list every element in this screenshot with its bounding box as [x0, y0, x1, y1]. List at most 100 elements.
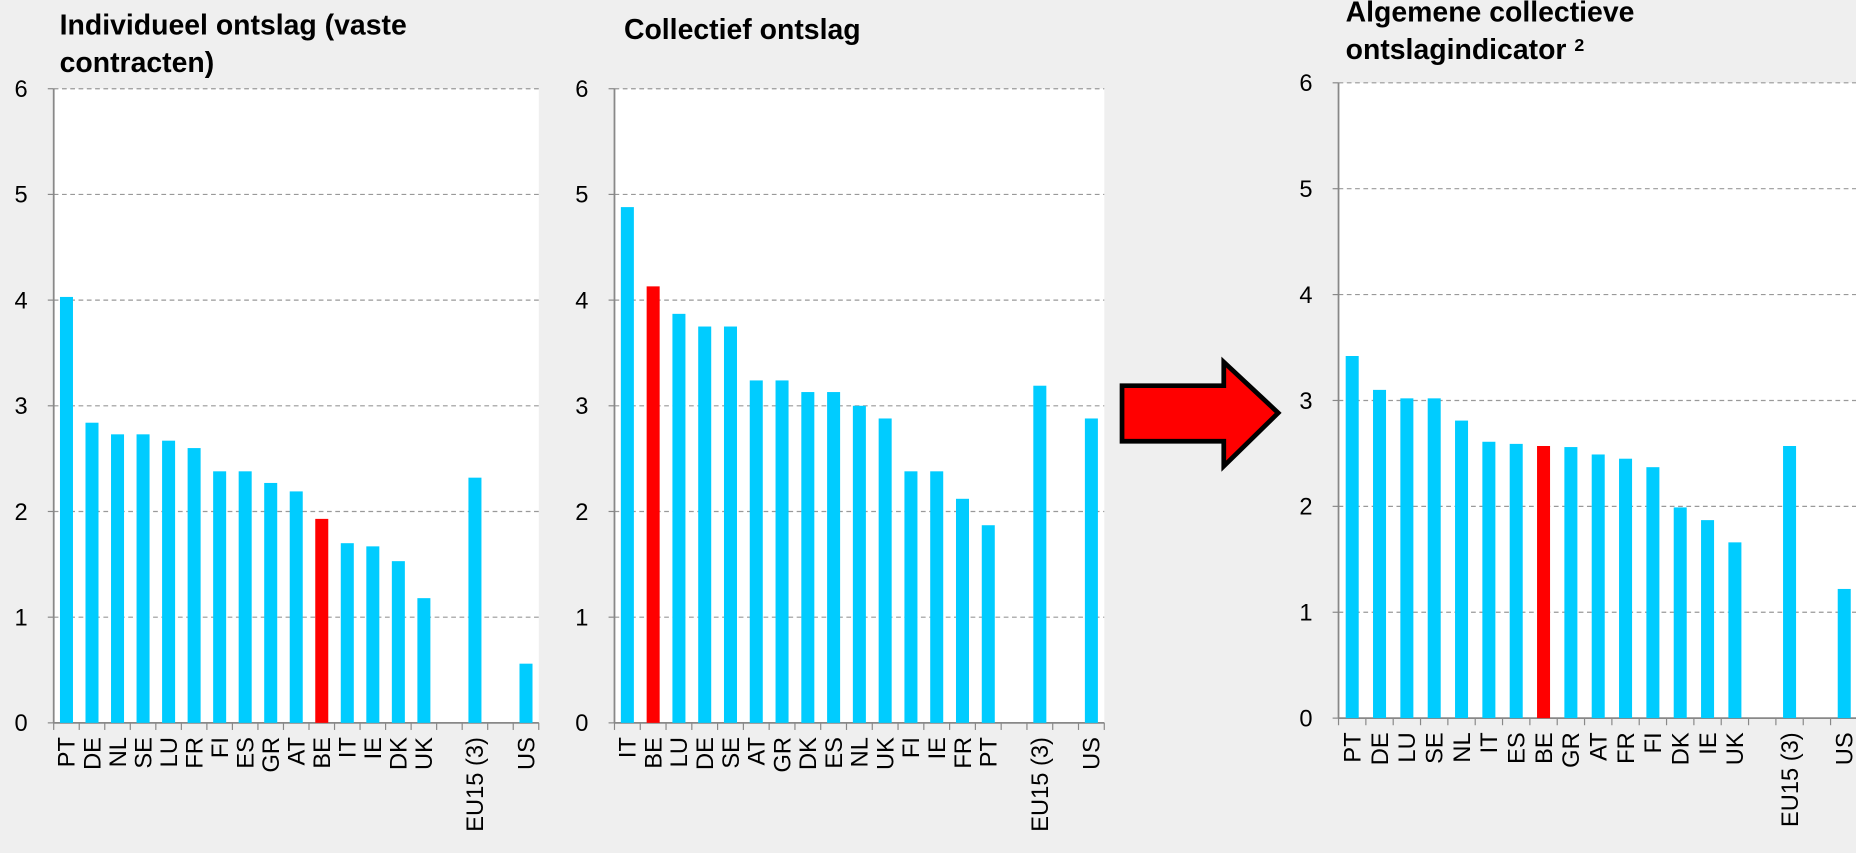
x-tick-label: PT: [55, 737, 81, 767]
y-tick-label: 4: [575, 288, 588, 314]
y-tick-label: 2: [15, 500, 28, 526]
x-tick-label: DE: [693, 737, 719, 770]
bar: [315, 518, 329, 723]
bar: [59, 296, 73, 723]
bar: [1509, 443, 1523, 719]
y-tick-label: 3: [575, 394, 588, 420]
y-tick-label: 5: [15, 183, 28, 209]
x-tick-label: FR: [1614, 732, 1640, 764]
bar: [723, 326, 737, 723]
bar: [1783, 446, 1797, 719]
y-tick-label: 2: [575, 500, 588, 526]
bar: [519, 663, 533, 723]
chart-title-box: Algemene collectieve ontslagindicator 2: [1345, 0, 1635, 67]
bar: [620, 207, 634, 723]
bar: [1455, 420, 1469, 719]
chart-title-box: Collectief ontslag: [624, 12, 1050, 50]
bar: [1345, 356, 1359, 719]
bar: [366, 546, 380, 723]
x-tick-label: PT: [977, 737, 1003, 767]
chart-title: Collectief ontslag: [624, 12, 1050, 50]
y-tick-label: 1: [15, 605, 28, 631]
bar: [1033, 385, 1047, 723]
x-tick-label: DE: [1368, 732, 1394, 765]
x-tick-label: DK: [796, 737, 822, 770]
x-tick-label: LU: [157, 737, 183, 767]
x-tick-label: ES: [822, 737, 848, 769]
x-tick-label: US: [1080, 737, 1106, 770]
bar: [1084, 418, 1098, 723]
bar: [468, 477, 482, 723]
x-tick-label: FI: [1641, 732, 1667, 753]
y-tick-label: 5: [575, 183, 588, 209]
bar: [1482, 441, 1496, 719]
x-tick-label: DE: [80, 737, 106, 770]
y-tick-label: 1: [1299, 601, 1312, 627]
x-tick-label: SE: [719, 737, 745, 769]
x-tick-label: NL: [1450, 732, 1476, 762]
y-tick-label: 6: [575, 77, 588, 103]
x-tick-label: US: [1833, 732, 1856, 765]
bar: [136, 434, 150, 723]
bar: [1564, 447, 1578, 719]
y-tick-label: 4: [1299, 283, 1312, 309]
bar: [646, 286, 660, 723]
bar: [1400, 398, 1414, 719]
x-tick-label: AT: [1586, 732, 1612, 760]
x-tick-label: PT: [1340, 732, 1366, 762]
bar: [1591, 454, 1605, 719]
bar: [289, 491, 303, 723]
bar: [1728, 542, 1742, 719]
title-superscript: 2: [1574, 35, 1585, 56]
x-tick-label: NL: [106, 737, 132, 767]
x-tick-label: UK: [412, 737, 438, 770]
x-tick-label: AT: [745, 737, 771, 765]
y-tick-label: 2: [1299, 495, 1312, 521]
bar: [340, 543, 354, 723]
bar: [1537, 446, 1551, 719]
chart-title-text: Algemene collectieve ontslagindicator: [1345, 0, 1635, 67]
bar: [801, 392, 815, 723]
x-tick-label: IT: [336, 737, 362, 758]
x-tick-label: DK: [387, 737, 413, 770]
x-tick-label: BE: [310, 737, 336, 769]
bar: [391, 561, 405, 723]
x-tick-label: NL: [848, 737, 874, 767]
x-tick-label: IE: [925, 737, 951, 759]
y-tick-label: 6: [15, 77, 28, 103]
arrow: [1119, 356, 1282, 472]
x-tick-label: SE: [1422, 732, 1448, 764]
bar: [162, 440, 176, 723]
bar: [1673, 507, 1687, 719]
chart-title-text: Individueel ontslag (vaste contracten): [59, 9, 407, 80]
bar: [1646, 467, 1660, 719]
x-tick-label: LU: [1395, 732, 1421, 762]
y-tick-label: 4: [15, 288, 28, 314]
x-tick-label: IT: [1477, 732, 1503, 753]
x-tick-label: GR: [1559, 732, 1585, 767]
bar: [187, 448, 201, 723]
bar: [904, 471, 918, 723]
bar: [111, 434, 125, 723]
bar: [672, 313, 686, 723]
chart-title: Individueel ontslag (vaste contracten): [60, 7, 462, 83]
x-tick-label: US: [514, 737, 540, 770]
y-tick-label: 5: [1299, 177, 1312, 203]
x-tick-label: EU15 (3): [1028, 737, 1054, 832]
x-tick-label: FI: [208, 737, 234, 758]
x-tick-label: EU15 (3): [463, 737, 489, 832]
bar: [1427, 398, 1441, 719]
x-tick-label: IE: [1696, 732, 1722, 754]
y-tick-label: 3: [15, 394, 28, 420]
x-tick-label: GR: [259, 737, 285, 772]
x-tick-label: IT: [616, 737, 642, 758]
bar: [1837, 588, 1851, 719]
bar: [775, 380, 789, 723]
bar: [1701, 520, 1715, 719]
bar: [698, 326, 712, 723]
y-tick-label: 0: [15, 711, 28, 737]
x-tick-label: SE: [131, 737, 157, 769]
x-tick-label: ES: [1504, 732, 1530, 764]
